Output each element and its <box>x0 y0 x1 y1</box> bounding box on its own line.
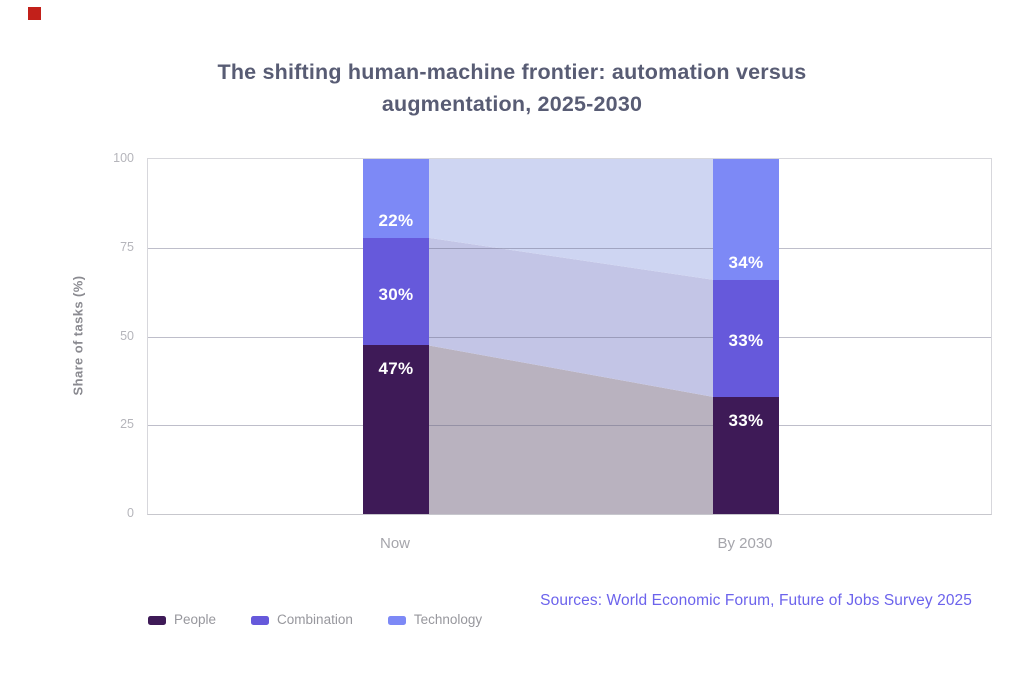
gridline <box>148 247 991 249</box>
x-axis-category-label: By 2030 <box>717 535 773 552</box>
source-note: Sources: World Economic Forum, Future of… <box>540 592 972 609</box>
legend-label: Technology <box>413 612 483 627</box>
chart-title-line2: augmentation, 2025-2030 <box>381 91 643 116</box>
chart-title-line1: The shifting human-machine frontier: aut… <box>217 60 807 84</box>
legend-swatch-combination <box>251 615 270 625</box>
legend-label: People <box>174 612 217 627</box>
x-axis-category-label: Now <box>379 535 410 552</box>
bar-segment-people <box>363 345 429 514</box>
legend-swatch-technology <box>387 615 406 625</box>
y-axis-tick-label: 75 <box>120 239 134 254</box>
legend-item-people: People <box>148 611 216 629</box>
gridline <box>148 336 991 338</box>
red-square-marker <box>28 7 41 20</box>
bar-segment-technology <box>363 159 429 238</box>
y-axis-tick-label: 25 <box>120 417 134 432</box>
bar-segment-people <box>713 396 779 514</box>
segment-value-label: 22% <box>378 210 414 230</box>
segment-value-label: 47% <box>378 359 414 379</box>
chart-title: The shifting human-machine frontier: aut… <box>0 57 1024 120</box>
ribbon-technology <box>429 159 713 280</box>
y-axis-tick-label: 0 <box>127 506 134 520</box>
gridline <box>148 425 991 427</box>
slope-ribbons <box>429 159 713 514</box>
y-axis-tick-label: 50 <box>120 328 134 343</box>
legend: People Combination Technology <box>148 611 482 629</box>
ribbon-combination <box>429 237 713 397</box>
segment-value-label: 33% <box>728 331 764 351</box>
segment-value-label: 34% <box>728 252 764 272</box>
bar-segment-combination <box>713 279 779 397</box>
legend-swatch-people <box>148 615 166 625</box>
y-axis-tick-label: 100 <box>113 151 134 165</box>
legend-item-technology: Technology <box>387 611 483 629</box>
bar-segment-technology <box>713 159 779 280</box>
legend-item-combination: Combination <box>251 611 353 629</box>
legend-label: Combination <box>277 612 353 627</box>
segment-value-label: 30% <box>378 284 414 304</box>
segment-value-label: 33% <box>728 410 764 430</box>
bar-segment-combination <box>363 237 429 346</box>
ribbon-people <box>429 345 713 514</box>
plot-area: 47% 30% 22% 33% 33% 34% <box>147 158 992 515</box>
